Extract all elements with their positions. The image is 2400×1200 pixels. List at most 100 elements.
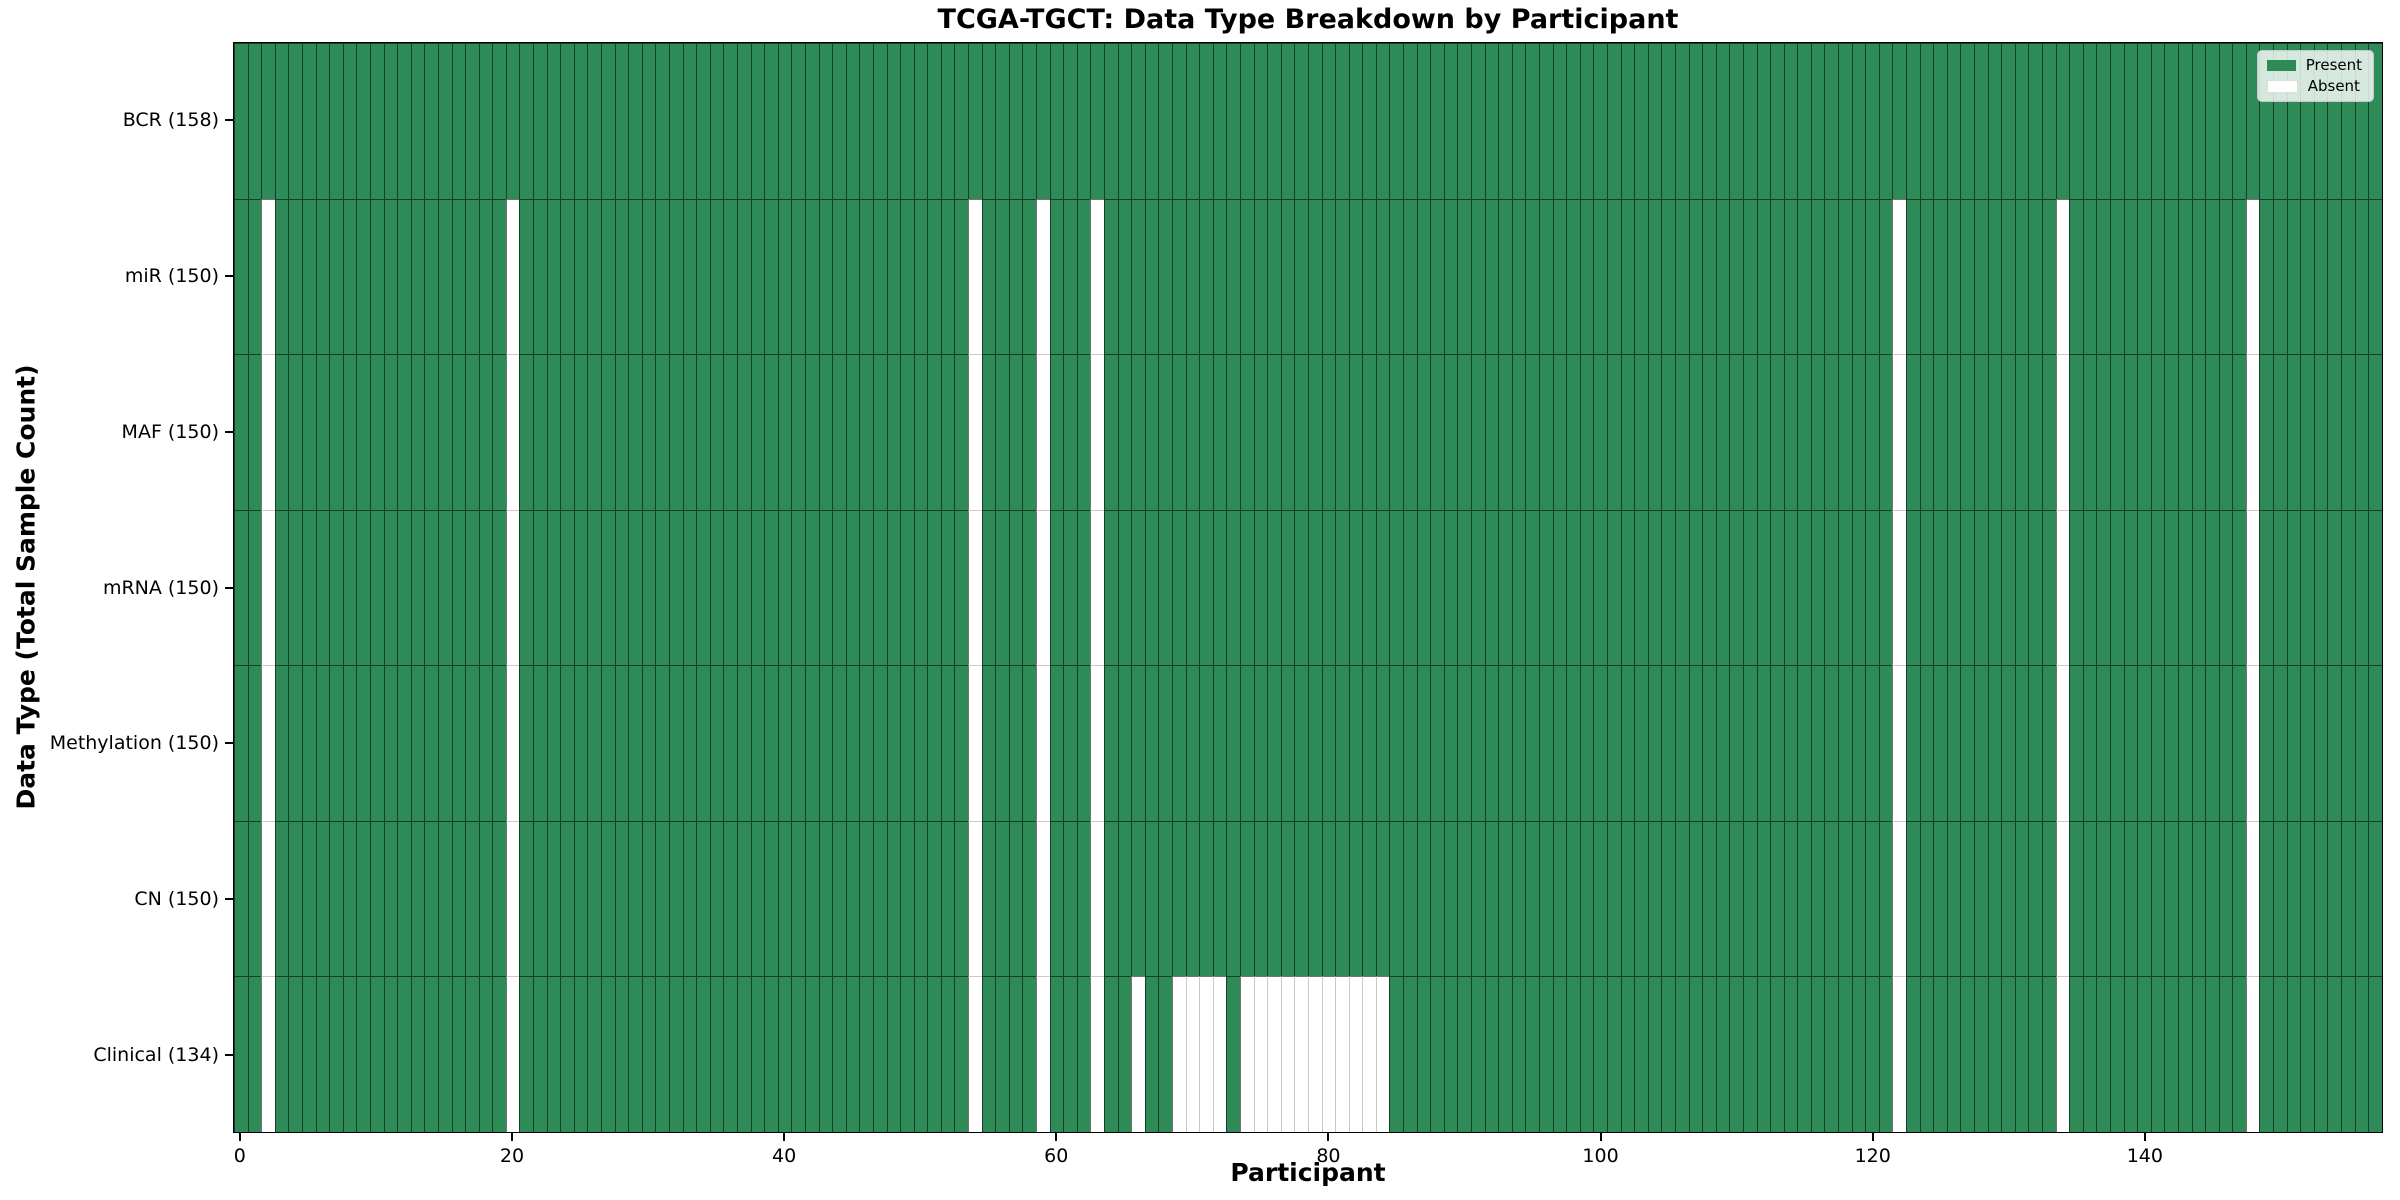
matrix-cell <box>261 665 275 821</box>
matrix-cell <box>1783 976 1798 1133</box>
matrix-cell <box>1294 509 1308 666</box>
matrix-cell <box>1036 354 1050 510</box>
matrix-cell <box>478 43 493 199</box>
matrix-cell <box>886 665 901 821</box>
matrix-cell <box>533 354 547 510</box>
matrix-cell <box>1321 354 1336 510</box>
matrix-cell <box>288 976 302 1133</box>
matrix-cell <box>383 509 398 666</box>
matrix-cell <box>1063 198 1077 355</box>
matrix-cell <box>2028 976 2042 1133</box>
matrix-cell <box>2286 198 2301 355</box>
matrix-cell <box>301 820 316 977</box>
matrix-cell <box>2109 198 2124 355</box>
matrix-cell <box>397 43 411 199</box>
matrix-cell <box>560 509 574 666</box>
matrix-cell <box>804 976 819 1133</box>
matrix-cell <box>1294 198 1308 355</box>
matrix-cell <box>2245 354 2260 510</box>
matrix-cell <box>1253 509 1268 666</box>
matrix-cell <box>1851 354 1866 510</box>
matrix-cell <box>1253 976 1268 1133</box>
matrix-cell <box>1090 509 1104 666</box>
matrix-cell <box>342 976 357 1133</box>
matrix-cell <box>519 198 534 355</box>
matrix-cell <box>1525 43 1539 199</box>
matrix-cell <box>546 820 561 977</box>
matrix-cell <box>1838 509 1852 666</box>
matrix-cell <box>1226 820 1240 977</box>
matrix-cell <box>2137 198 2151 355</box>
matrix-cell <box>1498 43 1512 199</box>
matrix-cell <box>900 43 914 199</box>
matrix-cell <box>709 820 724 977</box>
matrix-cell <box>1348 509 1363 666</box>
matrix-cell <box>804 354 819 510</box>
matrix-cell <box>1892 509 1907 666</box>
matrix-cell <box>927 43 941 199</box>
matrix-cell <box>641 43 656 199</box>
matrix-cell <box>1104 665 1118 821</box>
matrix-cell <box>1511 198 1526 355</box>
matrix-cell <box>832 665 846 821</box>
matrix-cell <box>247 198 262 355</box>
matrix-cell <box>587 820 602 977</box>
matrix-cell <box>1906 976 1920 1133</box>
matrix-cell <box>1878 509 1893 666</box>
matrix-cell <box>1348 976 1363 1133</box>
matrix-cell <box>2028 820 2042 977</box>
matrix-cell <box>845 509 860 666</box>
matrix-cell <box>1783 820 1798 977</box>
matrix-cell <box>1797 820 1811 977</box>
matrix-cell <box>1552 509 1567 666</box>
matrix-cell <box>2218 976 2233 1133</box>
matrix-cell <box>1851 509 1866 666</box>
matrix-cell <box>1321 198 1336 355</box>
matrix-cell <box>2245 976 2260 1133</box>
matrix-cell <box>1131 198 1145 355</box>
matrix-cell <box>1946 976 1961 1133</box>
matrix-cell <box>1457 976 1472 1133</box>
matrix-cell <box>859 509 873 666</box>
matrix-cell <box>573 198 588 355</box>
matrix-cell <box>2177 509 2192 666</box>
matrix-cell <box>1579 665 1594 821</box>
matrix-cell <box>2341 820 2355 977</box>
matrix-cell <box>1239 43 1254 199</box>
matrix-cell <box>2354 354 2369 510</box>
matrix-row-CN <box>234 820 2382 977</box>
matrix-cell <box>1742 354 1757 510</box>
matrix-cell <box>1742 665 1757 821</box>
matrix-cell <box>655 198 669 355</box>
matrix-cell <box>614 665 629 821</box>
matrix-cell <box>356 198 370 355</box>
matrix-cell <box>315 198 330 355</box>
matrix-cell <box>1430 509 1444 666</box>
matrix-cell <box>1770 665 1784 821</box>
matrix-cell <box>1036 820 1050 977</box>
matrix-cell <box>1267 976 1281 1133</box>
x-tick-label: 20 <box>499 1145 525 1167</box>
matrix-cell <box>601 354 615 510</box>
matrix-cell <box>709 509 724 666</box>
matrix-cell <box>573 976 588 1133</box>
matrix-cell <box>301 43 316 199</box>
matrix-cell <box>560 976 574 1133</box>
matrix-cell <box>2259 820 2274 977</box>
matrix-cell <box>764 665 778 821</box>
matrix-cell <box>1036 665 1050 821</box>
matrix-cell <box>1960 665 1974 821</box>
matrix-cell <box>872 976 887 1133</box>
matrix-cell <box>750 43 765 199</box>
matrix-cell <box>1104 509 1118 666</box>
matrix-cell <box>288 354 302 510</box>
matrix-cell <box>397 509 411 666</box>
matrix-cell <box>968 198 982 355</box>
matrix-cell <box>927 820 941 977</box>
matrix-cell <box>301 976 316 1133</box>
matrix-cell <box>1403 820 1417 977</box>
matrix-cell <box>1579 509 1594 666</box>
matrix-cell <box>1335 43 1349 199</box>
matrix-cell <box>641 509 656 666</box>
matrix-cell <box>478 198 493 355</box>
